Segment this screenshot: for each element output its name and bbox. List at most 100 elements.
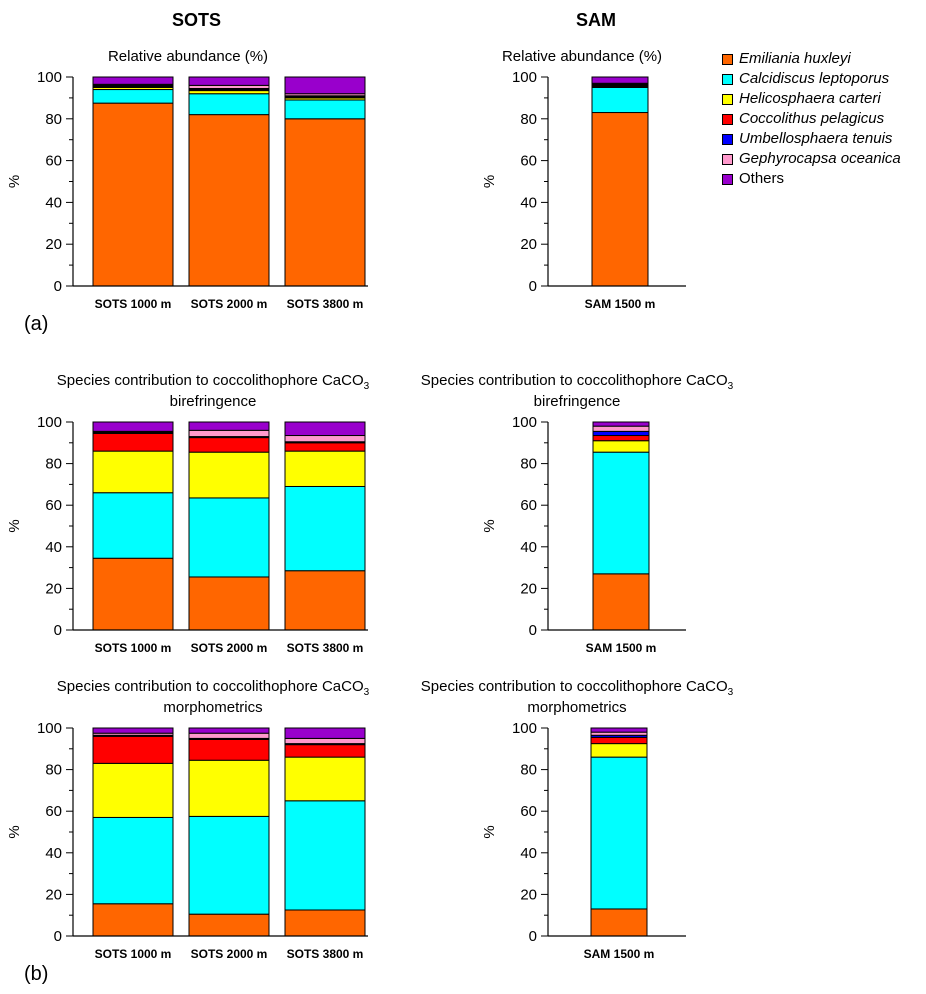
x-category-label: SOTS 1000 m xyxy=(95,641,172,655)
bar-segment xyxy=(284,118,366,287)
bar-segment xyxy=(92,432,174,452)
y-tick-label: 60 xyxy=(45,497,62,514)
bar-segment xyxy=(284,421,366,437)
y-tick-label: 80 xyxy=(45,762,62,779)
y-tick-label: 40 xyxy=(45,845,62,862)
bar-segment xyxy=(284,76,366,95)
y-tick-label: 60 xyxy=(520,153,537,170)
bar-segment xyxy=(591,112,649,287)
bar-segment xyxy=(188,759,270,817)
legend-label: Coccolithus pelagicus xyxy=(739,110,885,127)
x-category-label: SAM 1500 m xyxy=(584,947,655,961)
y-tick-label: 0 xyxy=(54,622,62,639)
legend-label: Helicosphaera carteri xyxy=(739,90,881,107)
bar-segment xyxy=(590,908,648,937)
bar-segment xyxy=(284,744,366,758)
bar-segment xyxy=(188,437,270,453)
y-tick-label: 20 xyxy=(520,580,537,597)
y-tick-label: 100 xyxy=(512,414,537,431)
y-tick-label: 100 xyxy=(37,69,62,86)
sots-morphometrics-chart: Species contribution to coccolithophore … xyxy=(6,678,370,961)
y-tick-label: 40 xyxy=(520,194,537,211)
bar-segment xyxy=(188,576,270,631)
x-category-label: SAM 1500 m xyxy=(585,297,656,311)
y-tick-label: 0 xyxy=(529,928,537,945)
bar-segment xyxy=(92,76,174,85)
bar-segment xyxy=(284,570,366,631)
bar-segment xyxy=(188,913,270,937)
x-category-label: SOTS 3800 m xyxy=(287,947,364,961)
legend-swatch xyxy=(722,134,733,145)
y-tick-label: 40 xyxy=(45,539,62,556)
legend-swatch xyxy=(722,114,733,125)
x-category-label: SOTS 2000 m xyxy=(191,641,268,655)
y-tick-label: 60 xyxy=(45,803,62,820)
y-axis-label: % xyxy=(6,825,23,838)
y-tick-label: 80 xyxy=(520,456,537,473)
legend-swatch xyxy=(722,54,733,65)
sam-morphometrics-chart: Species contribution to coccolithophore … xyxy=(421,678,734,961)
y-tick-label: 80 xyxy=(520,762,537,779)
bar-segment xyxy=(590,727,648,733)
bar-segment xyxy=(188,429,270,438)
y-tick-label: 60 xyxy=(520,803,537,820)
y-axis-label: % xyxy=(481,825,498,838)
y-tick-label: 80 xyxy=(45,456,62,473)
y-tick-label: 20 xyxy=(520,886,537,903)
bar-segment xyxy=(188,727,270,734)
bar-segment xyxy=(188,732,270,739)
y-tick-label: 80 xyxy=(520,111,537,128)
bar-segment xyxy=(284,450,366,487)
y-tick-label: 100 xyxy=(512,720,537,737)
x-category-label: SOTS 3800 m xyxy=(287,641,364,655)
y-tick-label: 0 xyxy=(529,278,537,295)
chart-title: morphometrics xyxy=(527,699,626,716)
legend-label: Umbellosphaera tenuis xyxy=(739,130,893,147)
sots-column-header: SOTS xyxy=(172,10,222,30)
bar-segment xyxy=(590,743,648,758)
bar-segment xyxy=(92,735,174,764)
y-axis-label: % xyxy=(481,519,498,532)
bar-segment xyxy=(92,492,174,559)
bar-segment xyxy=(284,99,366,120)
x-category-label: SOTS 2000 m xyxy=(191,297,268,311)
legend-label: Others xyxy=(739,170,785,187)
bar-segment xyxy=(592,435,650,442)
bar-segment xyxy=(92,762,174,818)
legend-label: Calcidiscus leptoporus xyxy=(739,70,890,87)
legend-swatch xyxy=(722,74,733,85)
panel-label-b: (b) xyxy=(24,963,49,985)
bar-segment xyxy=(590,756,648,910)
bar-segment xyxy=(92,727,174,734)
sots-birefringence-chart: Species contribution to coccolithophore … xyxy=(6,372,370,655)
sam-birefringence-chart: Species contribution to coccolithophore … xyxy=(421,372,734,655)
legend-swatch xyxy=(722,174,733,185)
x-category-label: SOTS 3800 m xyxy=(287,297,364,311)
bar-segment xyxy=(592,440,650,453)
chart-title: Species contribution to coccolithophore … xyxy=(421,372,734,392)
y-tick-label: 60 xyxy=(520,497,537,514)
bar-segment xyxy=(591,86,649,114)
sots-abundance-chart: Relative abundance (%)% 0 20 40 60 80 100 SOTS … xyxy=(6,48,368,311)
sam-abundance-chart: Relative abundance (%)% 0 20 40 60 80 100 SAM 1… xyxy=(481,48,686,311)
bar-segment xyxy=(591,76,649,84)
title-subscript: 3 xyxy=(364,687,370,698)
y-axis-label: % xyxy=(481,175,498,188)
bar-segment xyxy=(188,451,270,499)
y-tick-label: 40 xyxy=(45,194,62,211)
chart-title: Species contribution to coccolithophore … xyxy=(57,678,370,698)
chart-title: birefringence xyxy=(170,393,257,410)
legend-swatch xyxy=(722,94,733,105)
bar-segment xyxy=(92,450,174,494)
bar-segment xyxy=(592,573,650,631)
sam-column-header: SAM xyxy=(576,10,616,30)
y-tick-label: 100 xyxy=(37,720,62,737)
bar-segment xyxy=(188,114,270,287)
y-tick-label: 100 xyxy=(512,69,537,86)
y-tick-label: 0 xyxy=(54,278,62,295)
bar-segment xyxy=(284,756,366,802)
y-tick-label: 80 xyxy=(45,111,62,128)
legend-label: Emiliania huxleyi xyxy=(739,50,851,67)
y-tick-label: 60 xyxy=(45,153,62,170)
